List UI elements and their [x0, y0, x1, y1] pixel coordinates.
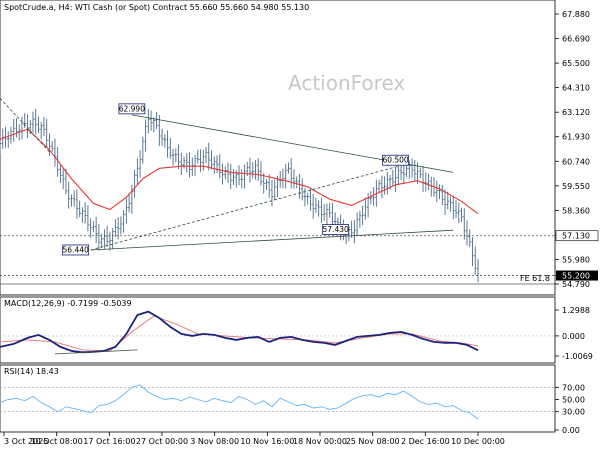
xtick-label: 18 Nov 00:00: [293, 437, 347, 446]
macd-title: MACD(12,26,9) -0.7199 -0.5039: [4, 299, 132, 308]
rsi-ytick-label: 70.00: [562, 383, 585, 392]
rsi-ytick-label: 0.00: [562, 426, 580, 435]
xtick-label: 10 Dec 00:00: [451, 437, 505, 446]
rsi-line: [0, 384, 479, 420]
xtick-label: 10 Nov 16:00: [240, 437, 294, 446]
macd-ytick-label: -1.0069: [562, 352, 593, 361]
price-ytick-label: 60.740: [562, 157, 590, 166]
xtick-label: 17 Oct 16:00: [83, 437, 135, 446]
price-label: 60.500: [382, 156, 408, 165]
price-label-box: [62, 244, 90, 256]
price-label-box: [322, 224, 350, 235]
price-label-box: [382, 154, 409, 166]
level-price-box: [555, 230, 599, 242]
rsi-ytick-label: 30.00: [562, 408, 585, 417]
axes: 67.880 66.690 65.500 64.310 63.120 61.930 60.7…: [3, 10, 599, 446]
price-ytick-label: 57.130: [562, 232, 590, 241]
price-ytick-label: 67.880: [562, 10, 590, 19]
price-ytick-label: 65.500: [562, 59, 590, 68]
xtick-label: 10 Oct 08:00: [31, 437, 83, 446]
trendline: [90, 229, 454, 251]
price-ytick-label: 55.980: [562, 255, 590, 264]
price-ytick-label: 66.690: [562, 35, 590, 44]
price-ytick-label: 54.790: [562, 280, 590, 289]
price-panel-frame: [0, 0, 556, 296]
last-price-box: [556, 270, 598, 281]
macd-panel: [0, 310, 555, 355]
price-label: 56.440: [63, 245, 89, 254]
price-panel: FE 61.8 62.990 60.500 57.430 56.440: [0, 97, 555, 285]
price-ytick-label: 63.120: [562, 108, 590, 117]
level-label: FE 61.8: [520, 274, 550, 283]
xtick-label: 25 Nov 08:00: [346, 437, 400, 446]
price-label: 62.990: [119, 104, 145, 113]
price-ytick-label: 58.360: [562, 206, 590, 215]
last-price-label: 55.200: [562, 272, 590, 281]
symbol-info: SpotCrude.a, H4: WTI Cash (or Spot) Cont…: [4, 3, 309, 12]
xtick-label: 2 Dec 16:00: [401, 437, 450, 446]
watermark: ActionForex: [288, 71, 405, 95]
price-label-box: [118, 103, 146, 115]
rsi-panel-frame: [0, 364, 556, 433]
rsi-ytick-label: 50.00: [562, 396, 585, 405]
macd-trendline: [54, 349, 138, 355]
price-ytick-label: 61.930: [562, 133, 590, 142]
macd-ytick-label: 0.000: [562, 332, 585, 341]
moving-average-line: [0, 128, 479, 215]
macd-ytick-label: 1.2988: [562, 306, 590, 315]
dashed-trendline: [0, 97, 50, 153]
xtick-label: 3 Nov 08:00: [190, 437, 239, 446]
macd-line: [0, 310, 479, 354]
price-ytick-label: 59.550: [562, 182, 590, 191]
price-ytick-label: 64.310: [562, 84, 590, 93]
rsi-title: RSI(14) 18.43: [4, 367, 59, 376]
xtick-label: 27 Oct 00:00: [136, 437, 188, 446]
trendline: [90, 165, 399, 251]
price-label: 57.430: [323, 225, 349, 234]
xtick-label: 3 Oct 2025: [4, 437, 48, 446]
rsi-panel: [0, 384, 555, 420]
macd-panel-frame: [0, 296, 556, 364]
